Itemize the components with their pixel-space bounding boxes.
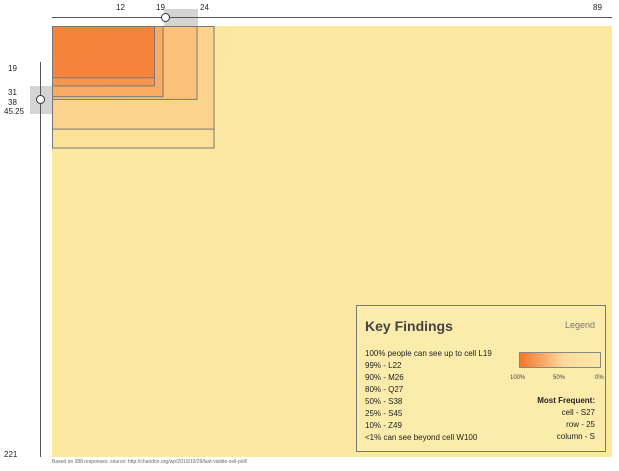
legend-title: Legend — [564, 320, 595, 330]
x-tick-label: 19 — [156, 3, 165, 12]
x-tick-label: 89 — [593, 3, 602, 12]
finding-line: 99% - L22 — [365, 361, 402, 370]
y-tick-label: 31 — [8, 88, 17, 97]
y-tick-label: 38 — [8, 98, 17, 107]
heatmap-cell-region — [52, 26, 154, 78]
most-frequent-title: Most Frequent: — [537, 396, 595, 405]
top-axis-line — [52, 17, 612, 18]
y-tick-label: 45.25 — [4, 107, 25, 116]
finding-line: 25% - S45 — [365, 409, 403, 418]
x-tick-label: 24 — [200, 3, 209, 12]
visibility-box — [52, 26, 215, 149]
most-frequent-cell: cell - S27 — [561, 408, 595, 417]
legend-tick-label: 50% — [553, 375, 566, 381]
finding-line: 50% - S38 — [365, 397, 403, 406]
legend-tick-label: 100% — [510, 375, 526, 381]
legend-tick-label: 0% — [595, 375, 604, 381]
key-findings-title: Key Findings — [365, 318, 453, 334]
top-axis-highlight — [164, 9, 198, 31]
finding-line: 90% - M26 — [365, 373, 404, 382]
most-frequent-column: column - S — [556, 432, 595, 441]
y-tick-label: 221 — [4, 450, 18, 459]
finding-line: 100% people can see up to cell L19 — [365, 349, 492, 358]
legend-gradient-bar — [519, 352, 601, 368]
x-tick-label: 12 — [116, 3, 125, 12]
left-axis-line — [40, 62, 41, 457]
key-findings-panel: Key Findings Legend 100% people can see … — [356, 305, 606, 452]
footnote: Based on 288 responses. source: http://c… — [52, 459, 248, 465]
finding-line: <1% can see beyond cell W100 — [365, 433, 478, 442]
column-slider-handle[interactable] — [161, 13, 170, 22]
row-slider-handle[interactable] — [36, 95, 45, 104]
most-frequent-row: row - 25 — [566, 420, 595, 429]
y-tick-label: 19 — [8, 64, 17, 73]
finding-line: 10% - Z49 — [365, 421, 402, 430]
finding-line: 80% - Q27 — [365, 385, 404, 394]
